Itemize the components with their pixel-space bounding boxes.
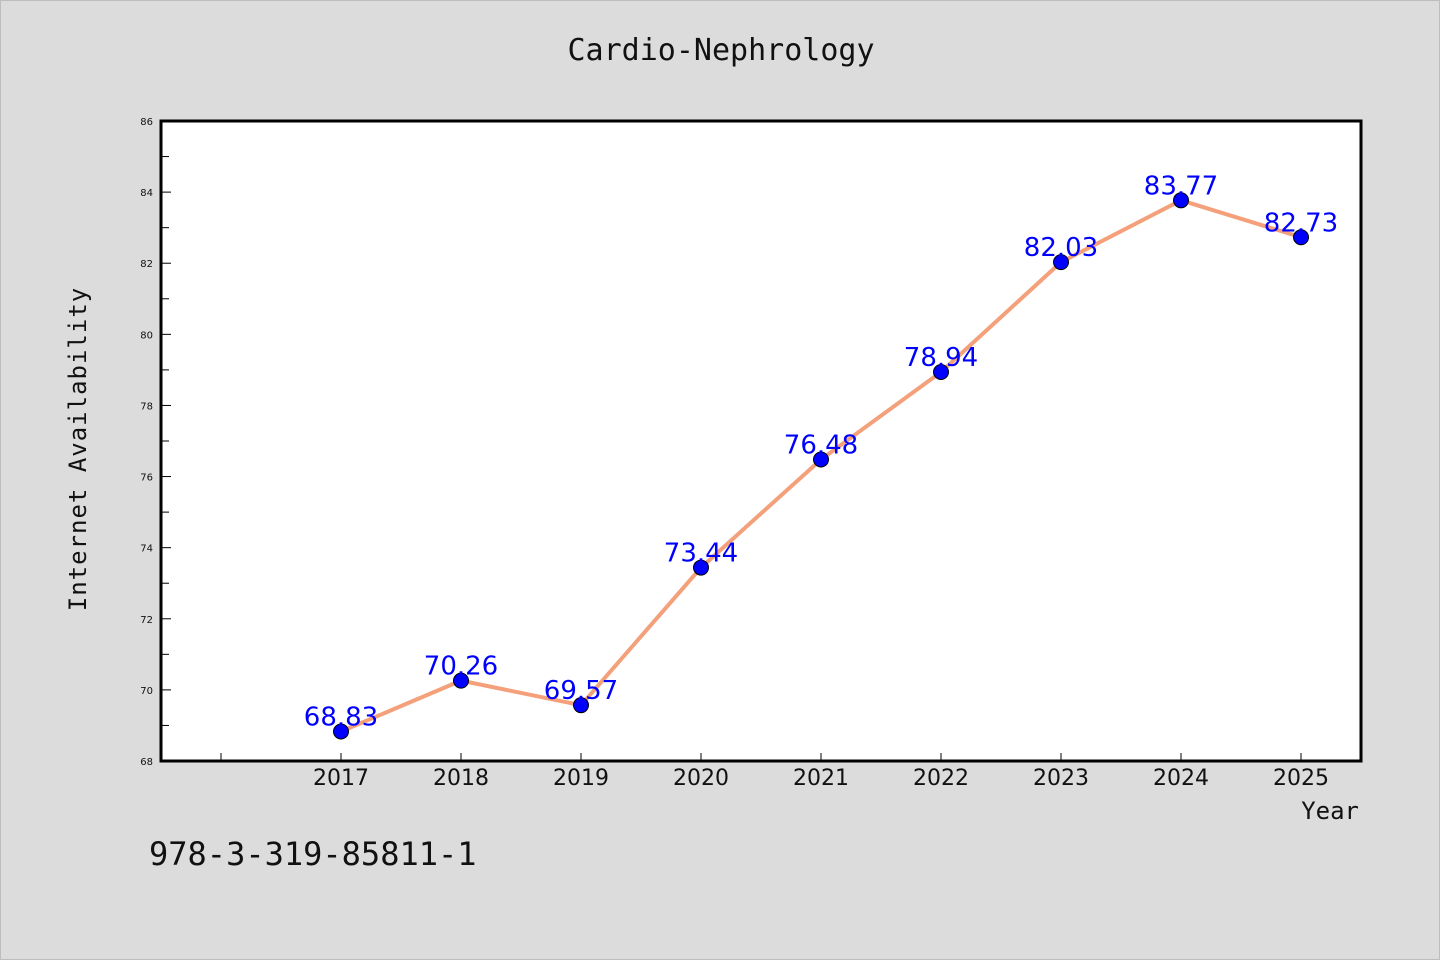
y-tick-label: 74 <box>140 544 153 555</box>
x-tick-label: 2024 <box>1153 766 1209 791</box>
data-point-marker <box>693 559 709 576</box>
x-tick-label: 2018 <box>433 766 489 791</box>
data-label: 83.77 <box>1144 171 1218 201</box>
data-point-marker <box>573 697 589 714</box>
y-tick-label: 80 <box>140 330 153 341</box>
data-point-marker <box>1173 192 1189 209</box>
y-tick-label: 68 <box>140 757 153 768</box>
y-tick-label: 84 <box>140 188 153 199</box>
x-tick-label: 2025 <box>1273 766 1329 791</box>
data-point-marker <box>1053 254 1069 271</box>
data-point-marker <box>453 672 469 689</box>
x-tick-label: 2021 <box>793 766 849 791</box>
chart-title: Cardio-Nephrology <box>567 33 875 68</box>
data-label: 82.03 <box>1024 233 1098 263</box>
data-label: 78.94 <box>904 343 978 373</box>
data-label: 73.44 <box>664 539 738 569</box>
x-axis-label: Year <box>1301 797 1359 825</box>
y-tick-label: 70 <box>140 686 153 697</box>
data-label: 70.26 <box>424 652 498 682</box>
plot-frame <box>159 119 1363 763</box>
data-label: 76.48 <box>784 430 858 460</box>
x-tick-label: 2019 <box>553 766 609 791</box>
data-label: 68.83 <box>304 702 378 732</box>
data-point-marker <box>933 364 949 381</box>
x-tick-label: 2023 <box>1033 766 1089 791</box>
data-label: 82.73 <box>1264 208 1338 238</box>
y-tick-label: 78 <box>140 401 153 412</box>
y-tick-label: 76 <box>140 473 153 484</box>
x-tick-label: 2022 <box>913 766 969 791</box>
data-label: 69.57 <box>544 676 618 706</box>
x-tick-label: 2020 <box>673 766 729 791</box>
y-tick-label: 86 <box>140 117 153 128</box>
x-tick-label: 2017 <box>313 766 369 791</box>
data-point-marker <box>1293 229 1309 246</box>
data-point-marker <box>333 723 349 740</box>
y-tick-label: 82 <box>140 259 153 270</box>
data-point-marker <box>813 451 829 468</box>
footer-code: 978-3-319-85811-1 <box>149 835 477 873</box>
y-tick-label: 72 <box>140 615 153 626</box>
